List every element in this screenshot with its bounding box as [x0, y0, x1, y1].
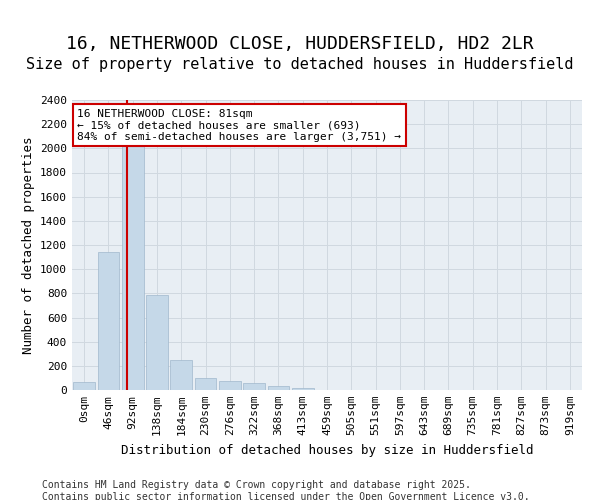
Bar: [97, 252, 119, 390]
Text: 16, NETHERWOOD CLOSE, HUDDERSFIELD, HD2 2LR: 16, NETHERWOOD CLOSE, HUDDERSFIELD, HD2 …: [66, 35, 534, 53]
Bar: [170, 360, 192, 390]
Bar: [268, 386, 289, 390]
X-axis label: Distribution of detached houses by size in Huddersfield: Distribution of detached houses by size …: [121, 444, 533, 456]
Y-axis label: Number of detached properties: Number of detached properties: [22, 136, 35, 354]
Bar: [292, 388, 314, 390]
Text: Size of property relative to detached houses in Huddersfield: Size of property relative to detached ho…: [26, 58, 574, 72]
Text: 16 NETHERWOOD CLOSE: 81sqm
← 15% of detached houses are smaller (693)
84% of sem: 16 NETHERWOOD CLOSE: 81sqm ← 15% of deta…: [77, 108, 401, 142]
Bar: [146, 294, 168, 390]
Bar: [219, 381, 241, 390]
Bar: [194, 378, 217, 390]
Bar: [122, 142, 143, 390]
Text: Contains HM Land Registry data © Crown copyright and database right 2025.
Contai: Contains HM Land Registry data © Crown c…: [42, 480, 530, 500]
Bar: [73, 382, 95, 390]
Bar: [243, 384, 265, 390]
